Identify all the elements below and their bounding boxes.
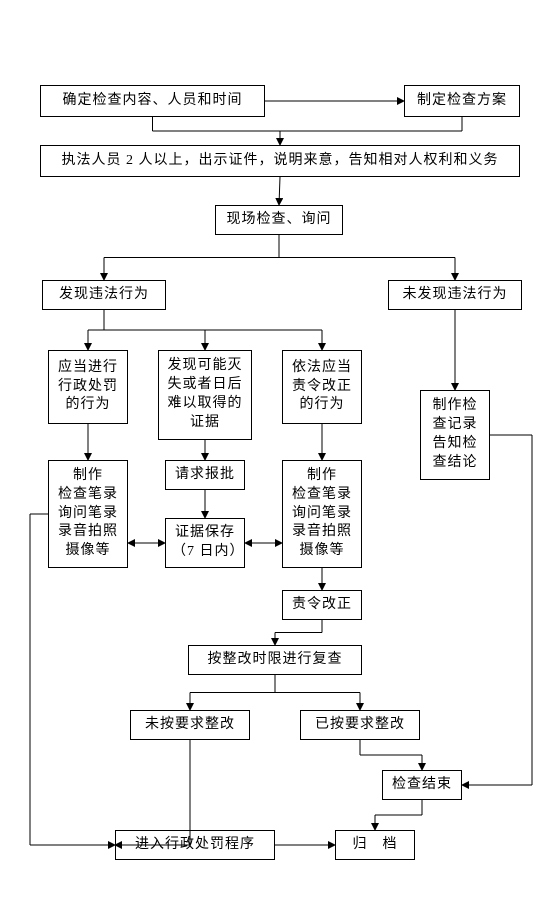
node-two-persons: 执法人员 2 人以上，出示证件，说明来意，告知相对人权利和义务	[40, 145, 520, 177]
node-recheck: 按整改时限进行复查	[188, 645, 362, 675]
node-evsave: 证据保存 （7 日内）	[165, 518, 245, 568]
node-rec2: 制作 检查笔录 询问笔录 录音拍照 摄像等	[282, 460, 362, 568]
node-end: 检查结束	[382, 770, 462, 800]
node-punish-beh: 应当进行 行政处罚 的行为	[48, 350, 128, 424]
node-onsite: 现场检查、询问	[215, 205, 343, 235]
node-found: 发现违法行为	[42, 280, 166, 310]
node-record-report: 制作检 查记录 告知检 查结论	[420, 390, 490, 480]
node-plan: 制定检查方案	[404, 85, 520, 117]
node-rec1: 制作 检查笔录 询问笔录 录音拍照 摄像等	[48, 460, 128, 568]
node-correct-beh: 依法应当 责令改正 的行为	[282, 350, 362, 424]
node-notok: 未按要求整改	[130, 710, 250, 740]
node-order: 责令改正	[282, 590, 362, 620]
node-enter: 进入行政处罚程序	[115, 830, 275, 860]
node-reqappr: 请求报批	[165, 460, 245, 490]
node-evidence: 发现可能灭 失或者日后 难以取得的 证据	[158, 350, 252, 440]
node-filing: 归 档	[335, 830, 415, 860]
node-notfound: 未发现违法行为	[388, 280, 522, 310]
node-define: 确定检查内容、人员和时间	[40, 85, 265, 117]
node-ok: 已按要求整改	[300, 710, 420, 740]
